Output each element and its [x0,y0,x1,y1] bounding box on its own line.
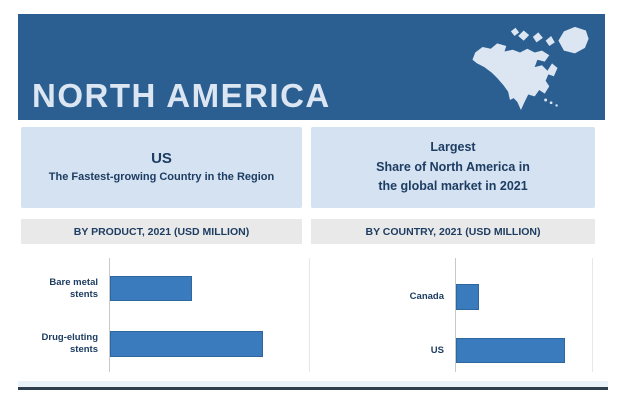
bar-us [456,338,565,363]
region-title: NORTH AMERICA [32,77,331,114]
section-header-by-product: BY PRODUCT, 2021 (USD MILLION) [21,219,302,244]
us-highlight-title: US [151,150,172,168]
plot-area [109,258,310,372]
chart-by-country: Canada US [311,258,595,372]
bar-drug-eluting-stents [110,331,264,357]
bar-bare-metal-stents [110,276,192,301]
share-line-3: the global market in 2021 [378,179,528,194]
share-line-1: Largest [430,140,476,155]
chart-by-product: Bare metal stents Drug-eluting stents [21,258,310,372]
category-label: Bare metal stents [49,276,98,300]
category-label: Drug-eluting stents [41,332,98,355]
category-label: US [430,344,444,356]
footer-light-strip [18,381,608,387]
section-header-by-country: BY COUNTRY, 2021 (USD MILLION) [311,219,595,244]
north-america-map-icon [467,22,595,114]
region-header-banner: NORTH AMERICA [18,14,605,120]
footer-dark-rule [18,387,608,390]
us-highlight-box: US The Fastest-growing Country in the Re… [21,127,302,208]
bar-canada [456,284,480,310]
by-product-label: BY PRODUCT, 2021 (USD MILLION) [73,225,250,238]
us-highlight-subtitle: The Fastest-growing Country in the Regio… [48,171,275,184]
share-line-2: Share of North America in [376,159,530,174]
by-country-label: BY COUNTRY, 2021 (USD MILLION) [365,225,541,238]
plot-area [455,258,593,372]
category-label: Canada [409,291,444,303]
market-share-highlight-box: Largest Share of North America in the gl… [311,127,595,208]
